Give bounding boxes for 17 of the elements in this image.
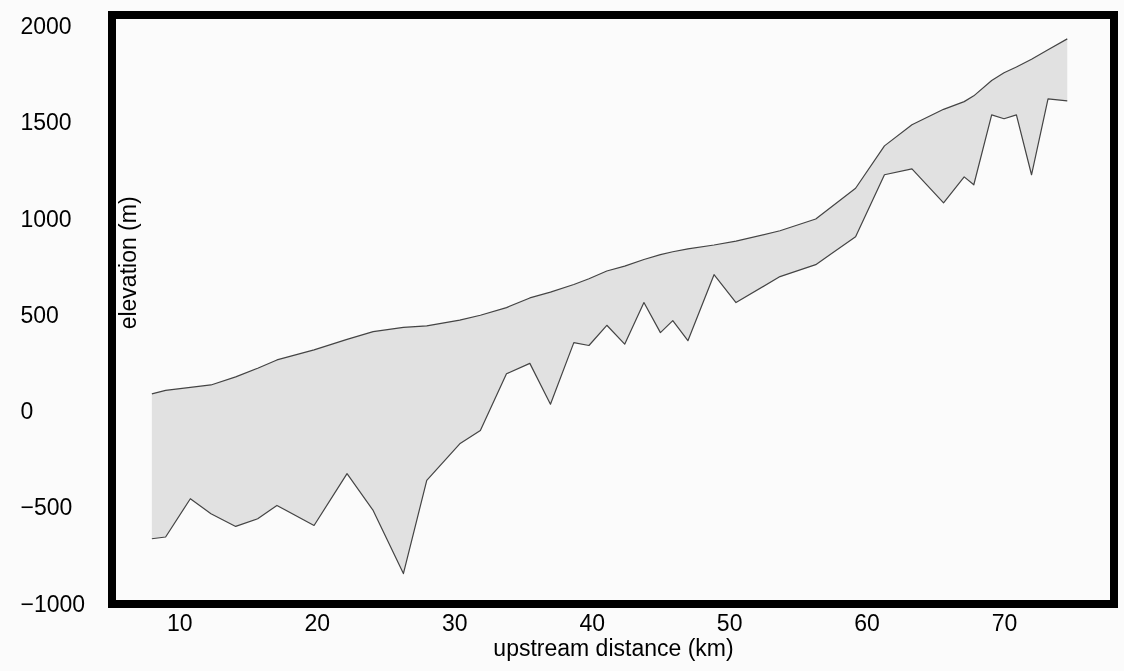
x-tick-label: 20 — [304, 609, 331, 636]
y-tick-label: 2000 — [20, 13, 72, 40]
y-axis-title: elevation (m) — [114, 196, 141, 330]
y-tick-label: 500 — [20, 301, 59, 328]
y-tick-label: 0 — [20, 398, 34, 425]
x-tick-label: 70 — [991, 609, 1018, 636]
x-tick-label: 40 — [579, 609, 605, 636]
x-tick-label: 30 — [441, 609, 468, 636]
x-tick-label: 60 — [854, 609, 880, 636]
y-tick-label: 1500 — [20, 109, 72, 136]
y-tick-label: −500 — [20, 494, 73, 521]
line-series — [151, 38, 1068, 395]
x-axis-title: upstream distance (km) — [493, 634, 734, 661]
x-tick-label: 10 — [167, 609, 193, 636]
y-tick-label: 1000 — [20, 205, 72, 232]
x-tick-label: 50 — [716, 609, 743, 636]
y-tick-label: −1000 — [20, 590, 86, 617]
